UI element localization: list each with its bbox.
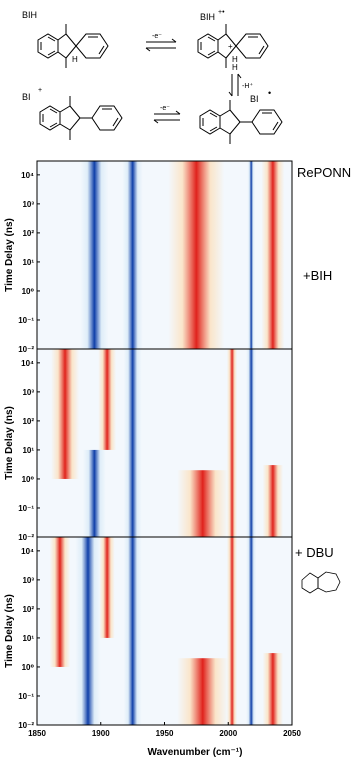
- y-tick-label: 10⁰: [22, 287, 35, 296]
- y-axis-label: Time Delay (ns): [4, 406, 15, 480]
- band-positive-2003: [226, 349, 238, 537]
- panel-label: +BIH: [303, 268, 332, 283]
- y-tick-label: 10⁰: [22, 663, 35, 672]
- band-negative-1895: [80, 161, 109, 349]
- band-positive-2035: [262, 465, 284, 537]
- band-positive-2035: [262, 653, 284, 725]
- label-bih: BIH: [22, 10, 37, 20]
- y-tick-label: 10⁻¹: [18, 316, 34, 325]
- bi-radical-structure: [199, 100, 283, 144]
- y-tick-label: 10¹: [22, 258, 34, 267]
- y-tick-label: 10⁻¹: [18, 504, 34, 513]
- y-axis-label: Time Delay (ns): [4, 594, 15, 668]
- band-negative-2018: [246, 349, 257, 537]
- y-tick-label: 10²: [22, 605, 34, 614]
- arrow-oxidation-1: [145, 38, 177, 52]
- arrow-label-1: -e⁻: [152, 33, 162, 40]
- band-positive-1980: [177, 470, 229, 537]
- y-tick-label: 10⁻¹: [18, 692, 34, 701]
- band-positive-1905: [98, 349, 117, 450]
- x-tick-label: 2000: [219, 729, 237, 738]
- band-negative-1925: [123, 349, 142, 537]
- atom-h-3: H: [232, 63, 238, 72]
- y-tick-label: 10¹: [22, 634, 34, 643]
- y-tick-label: 10⁰: [22, 475, 35, 484]
- y-tick-label: 10²: [22, 229, 34, 238]
- reaction-scheme: BIH BIH +• BI + BI • -e⁻ -H⁺ -e⁻ H H + H: [22, 9, 283, 144]
- y-tick-label: 10³: [22, 388, 34, 397]
- band-positive-1868: [49, 537, 71, 667]
- x-tick-label: 2050: [283, 729, 301, 738]
- band-positive-1905: [99, 537, 115, 638]
- y-tick-label: 10⁻²: [18, 345, 34, 354]
- y-tick-label: 10²: [22, 417, 34, 426]
- heatmap-panel-2: 10⁴ 10³ 10² 10¹ 10⁰ 10⁻¹ 10⁻² Time Delay (ns) +B…: [4, 268, 332, 542]
- band-negative-1925: [123, 537, 142, 725]
- band-positive-1872: [51, 349, 80, 479]
- panel-label: RePONN: [297, 165, 351, 180]
- x-axis-label: Wavenumber (cm⁻¹): [148, 747, 243, 758]
- label-bi-radical: BI: [250, 94, 259, 104]
- panel-label: + DBU: [295, 545, 334, 560]
- band-negative-1895: [82, 449, 106, 537]
- band-negative-1925: [122, 161, 143, 349]
- band-negative-1890: [75, 537, 101, 725]
- arrow-label-3: -e⁻: [160, 105, 170, 112]
- x-tick-label: 1850: [28, 729, 46, 738]
- label-bi-radical-dot: •: [268, 88, 271, 98]
- band-positive-1975: [168, 161, 225, 349]
- heatmap-panel-3: 10⁴ 10³ 10² 10¹ 10⁰ 10⁻¹ 10⁻² Time Delay (ns) + …: [4, 536, 334, 738]
- band-positive-2003: [226, 537, 238, 725]
- band-positive-1980: [177, 658, 229, 725]
- label-bi-cation: BI: [22, 92, 31, 102]
- band-negative-2018: [246, 537, 257, 725]
- band-positive-2035: [261, 161, 285, 349]
- band-negative-2018: [247, 161, 256, 349]
- x-tick-label: 1950: [156, 729, 174, 738]
- label-bih-cation: BIH: [200, 12, 215, 22]
- atom-plus: +: [228, 42, 233, 51]
- y-tick-label: 10³: [22, 200, 34, 209]
- heatmap-panel-1: 10⁴ 10³ 10² 10¹ 10⁰ 10⁻¹ 10⁻² Time Delay (ns) Re…: [4, 160, 351, 354]
- arrow-oxidation-2: [153, 110, 181, 124]
- dbu-structure-icon: [301, 571, 341, 594]
- bih-structure: [37, 24, 109, 68]
- y-tick-label: 10³: [22, 576, 34, 585]
- arrow-deprotonation: [228, 73, 242, 97]
- y-tick-label: 10⁴: [21, 547, 34, 556]
- atom-h-2: H: [232, 55, 238, 64]
- bih-radical-cation-structure: [197, 24, 269, 68]
- y-axis-label: Time Delay (ns): [4, 218, 15, 292]
- y-tick-label: 10¹: [22, 446, 34, 455]
- label-bih-cation-charge: +•: [218, 9, 225, 16]
- y-tick-label: 10⁴: [21, 171, 34, 180]
- label-bi-cation-charge: +: [38, 87, 42, 94]
- arrow-label-2: -H⁺: [242, 82, 253, 90]
- y-tick-label: 10⁻²: [18, 721, 34, 730]
- atom-h-1: H: [72, 55, 78, 64]
- bi-cation-structure: [39, 96, 123, 140]
- x-tick-label: 1900: [92, 729, 110, 738]
- y-tick-label: 10⁻²: [18, 533, 34, 542]
- y-tick-label: 10⁴: [21, 359, 34, 368]
